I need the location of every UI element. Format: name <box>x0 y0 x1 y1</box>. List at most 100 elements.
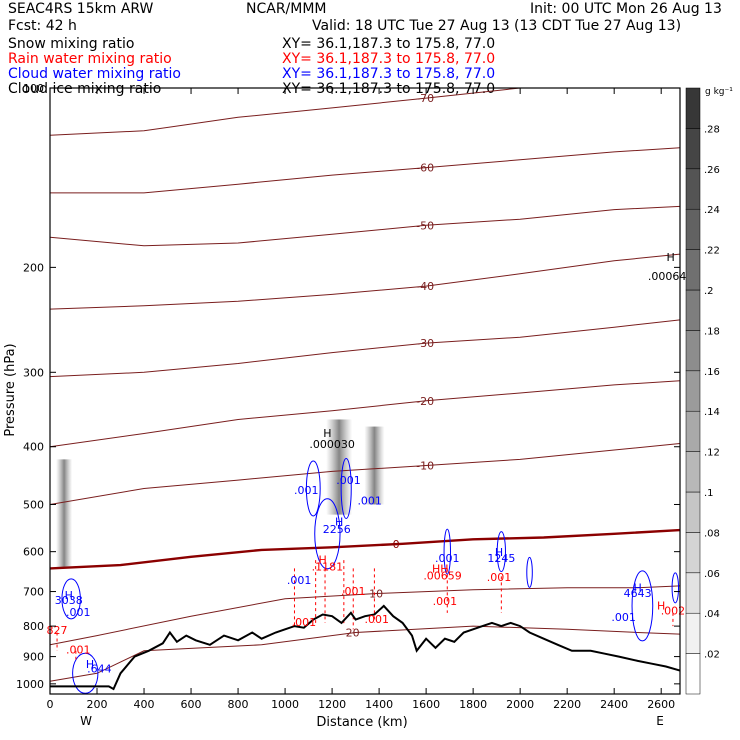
colorbar-segment-0 <box>685 653 701 695</box>
contour-annotation-4: .001 <box>294 484 319 497</box>
x-tick-label-6: 1200 <box>318 698 346 711</box>
x-tick-label-5: 1000 <box>271 698 299 711</box>
contour-annotation-12: .001 <box>341 585 366 598</box>
field-label-cloud-water: Cloud water mixing ratio <box>8 66 181 82</box>
x-tick-label-12: 2400 <box>600 698 628 711</box>
contour-annotation-31: H <box>86 658 94 671</box>
colorbar-label-4: .1 <box>704 488 714 499</box>
colorbar-segment-10 <box>685 249 701 291</box>
temperature-contour-8 <box>49 585 681 646</box>
y-tick-label-3: 400 <box>23 441 44 454</box>
colorbar-label-13: .28 <box>704 124 720 135</box>
cloud-water-contour-8 <box>72 652 99 694</box>
colorbar-label-1: .04 <box>704 609 720 620</box>
field-xy-rain: XY= 36.1,187.3 to 175.8, 77.0 <box>282 51 496 67</box>
temperature-contour-label-8: 10 <box>369 587 383 600</box>
y-tick-label-9: 1000 <box>16 678 44 691</box>
colorbar-segment-6 <box>685 410 701 452</box>
colorbar-segment-1 <box>685 612 701 654</box>
contour-annotation-21: .001 <box>487 571 512 584</box>
init-time: Init: 00 UTC Mon 26 Aug 13 <box>530 1 722 17</box>
contour-annotation-29: .002 <box>661 605 686 618</box>
snow-shading-1 <box>364 426 385 505</box>
colorbar-segment-12 <box>685 168 701 210</box>
temperature-contour-label-4: -30 <box>416 337 434 350</box>
contour-annotation-9: H <box>319 553 327 566</box>
colorbar-unit: g kg⁻¹ <box>705 87 733 97</box>
colorbar-label-8: .18 <box>704 326 720 337</box>
contour-annotation-27: .001 <box>611 611 636 624</box>
colorbar-label-12: .26 <box>704 165 720 176</box>
x-tick-label-10: 2000 <box>506 698 534 711</box>
temperature-contour-label-2: -50 <box>416 219 434 232</box>
cloud-water-contour-0 <box>305 460 321 517</box>
colorbar-segment-3 <box>685 532 701 574</box>
contour-annotation-18: .001 <box>433 595 458 608</box>
temperature-contour-3 <box>49 253 681 310</box>
colorbar-segment-8 <box>685 330 701 372</box>
field-label-snow: Snow mixing ratio <box>8 36 135 52</box>
colorbar-segment-2 <box>685 572 701 614</box>
x-tick-label-8: 1600 <box>412 698 440 711</box>
x-axis-label: Distance (km) <box>316 715 407 730</box>
temperature-contour-label-7: 0 <box>393 538 400 551</box>
plot-frame <box>49 87 681 695</box>
temperature-contour-1 <box>50 147 681 194</box>
temperature-contour-label-1: -60 <box>416 162 434 175</box>
colorbar-segment-14 <box>685 87 701 129</box>
terrain-line <box>50 604 681 691</box>
temperature-contour-4 <box>49 319 681 378</box>
temperature-contour-6 <box>49 443 681 505</box>
colorbar-label-3: .08 <box>704 528 720 539</box>
field-label-rain: Rain water mixing ratio <box>8 51 172 67</box>
contour-annotation-26: 4643 <box>624 587 652 600</box>
model-title: SEAC4RS 15km ARW <box>8 1 154 17</box>
contour-annotation-32: .644 <box>87 663 112 676</box>
field-xy-snow: XY= 36.1,187.3 to 175.8, 77.0 <box>282 36 496 52</box>
end-label-east: E <box>656 714 664 728</box>
field-xy-cloud-ice: XY= 36.1,187.3 to 175.8, 77.0 <box>282 81 496 97</box>
contour-annotation-6: .001 <box>357 494 382 507</box>
cloud-water-contour-4 <box>496 531 506 573</box>
snow-shading-2 <box>56 459 73 569</box>
contour-annotation-10: .1181 <box>312 560 344 573</box>
temperature-contour-7 <box>49 528 681 570</box>
contour-annotation-8: 2256 <box>323 523 351 536</box>
x-tick-label-13: 2600 <box>647 698 675 711</box>
colorbar-segment-4 <box>685 491 701 533</box>
contour-annotation-25: H <box>634 582 642 595</box>
temperature-contour-label-6: -10 <box>416 459 434 472</box>
colorbar-label-11: .24 <box>704 205 720 216</box>
colorbar-segment-5 <box>685 451 701 493</box>
colorbar-label-5: .12 <box>704 448 720 459</box>
contour-annotation-14: .001 <box>292 616 317 629</box>
colorbar-label-2: .06 <box>704 569 720 580</box>
colorbar-segment-13 <box>685 128 701 170</box>
contour-annotation-17: .00659 <box>423 569 462 582</box>
contour-annotation-19: H <box>495 546 503 559</box>
colorbar-segment-7 <box>685 370 701 412</box>
cloud-water-contour-3 <box>443 528 451 575</box>
contour-annotation-15: .001 <box>435 552 460 565</box>
contour-annotation-11: .001 <box>287 574 312 587</box>
contour-annotation-30: .001 <box>66 644 91 657</box>
colorbar-label-6: .14 <box>704 407 720 418</box>
valid-time: Valid: 18 UTC Tue 27 Aug 13 (13 CDT Tue … <box>312 18 682 34</box>
temperature-contour-label-5: -20 <box>416 395 434 408</box>
y-tick-label-0: 100 <box>23 82 44 95</box>
colorbar-label-0: .02 <box>704 650 720 661</box>
temperature-contour-label-3: -40 <box>416 280 434 293</box>
temperature-contour-0 <box>49 87 680 136</box>
cloud-water-contour-1 <box>340 457 352 519</box>
y-tick-label-8: 900 <box>23 651 44 664</box>
contour-annotation-2: H <box>323 427 331 440</box>
temperature-contour-label-0: -70 <box>416 92 434 105</box>
field-xy-cloud-water: XY= 36.1,187.3 to 175.8, 77.0 <box>282 66 496 82</box>
end-label-west: W <box>80 714 92 728</box>
contour-annotation-23: 3038 <box>55 594 83 607</box>
y-tick-label-1: 200 <box>23 261 44 274</box>
x-tick-label-11: 2200 <box>553 698 581 711</box>
y-tick-label-5: 600 <box>23 546 44 559</box>
colorbar-label-7: .16 <box>704 367 720 378</box>
